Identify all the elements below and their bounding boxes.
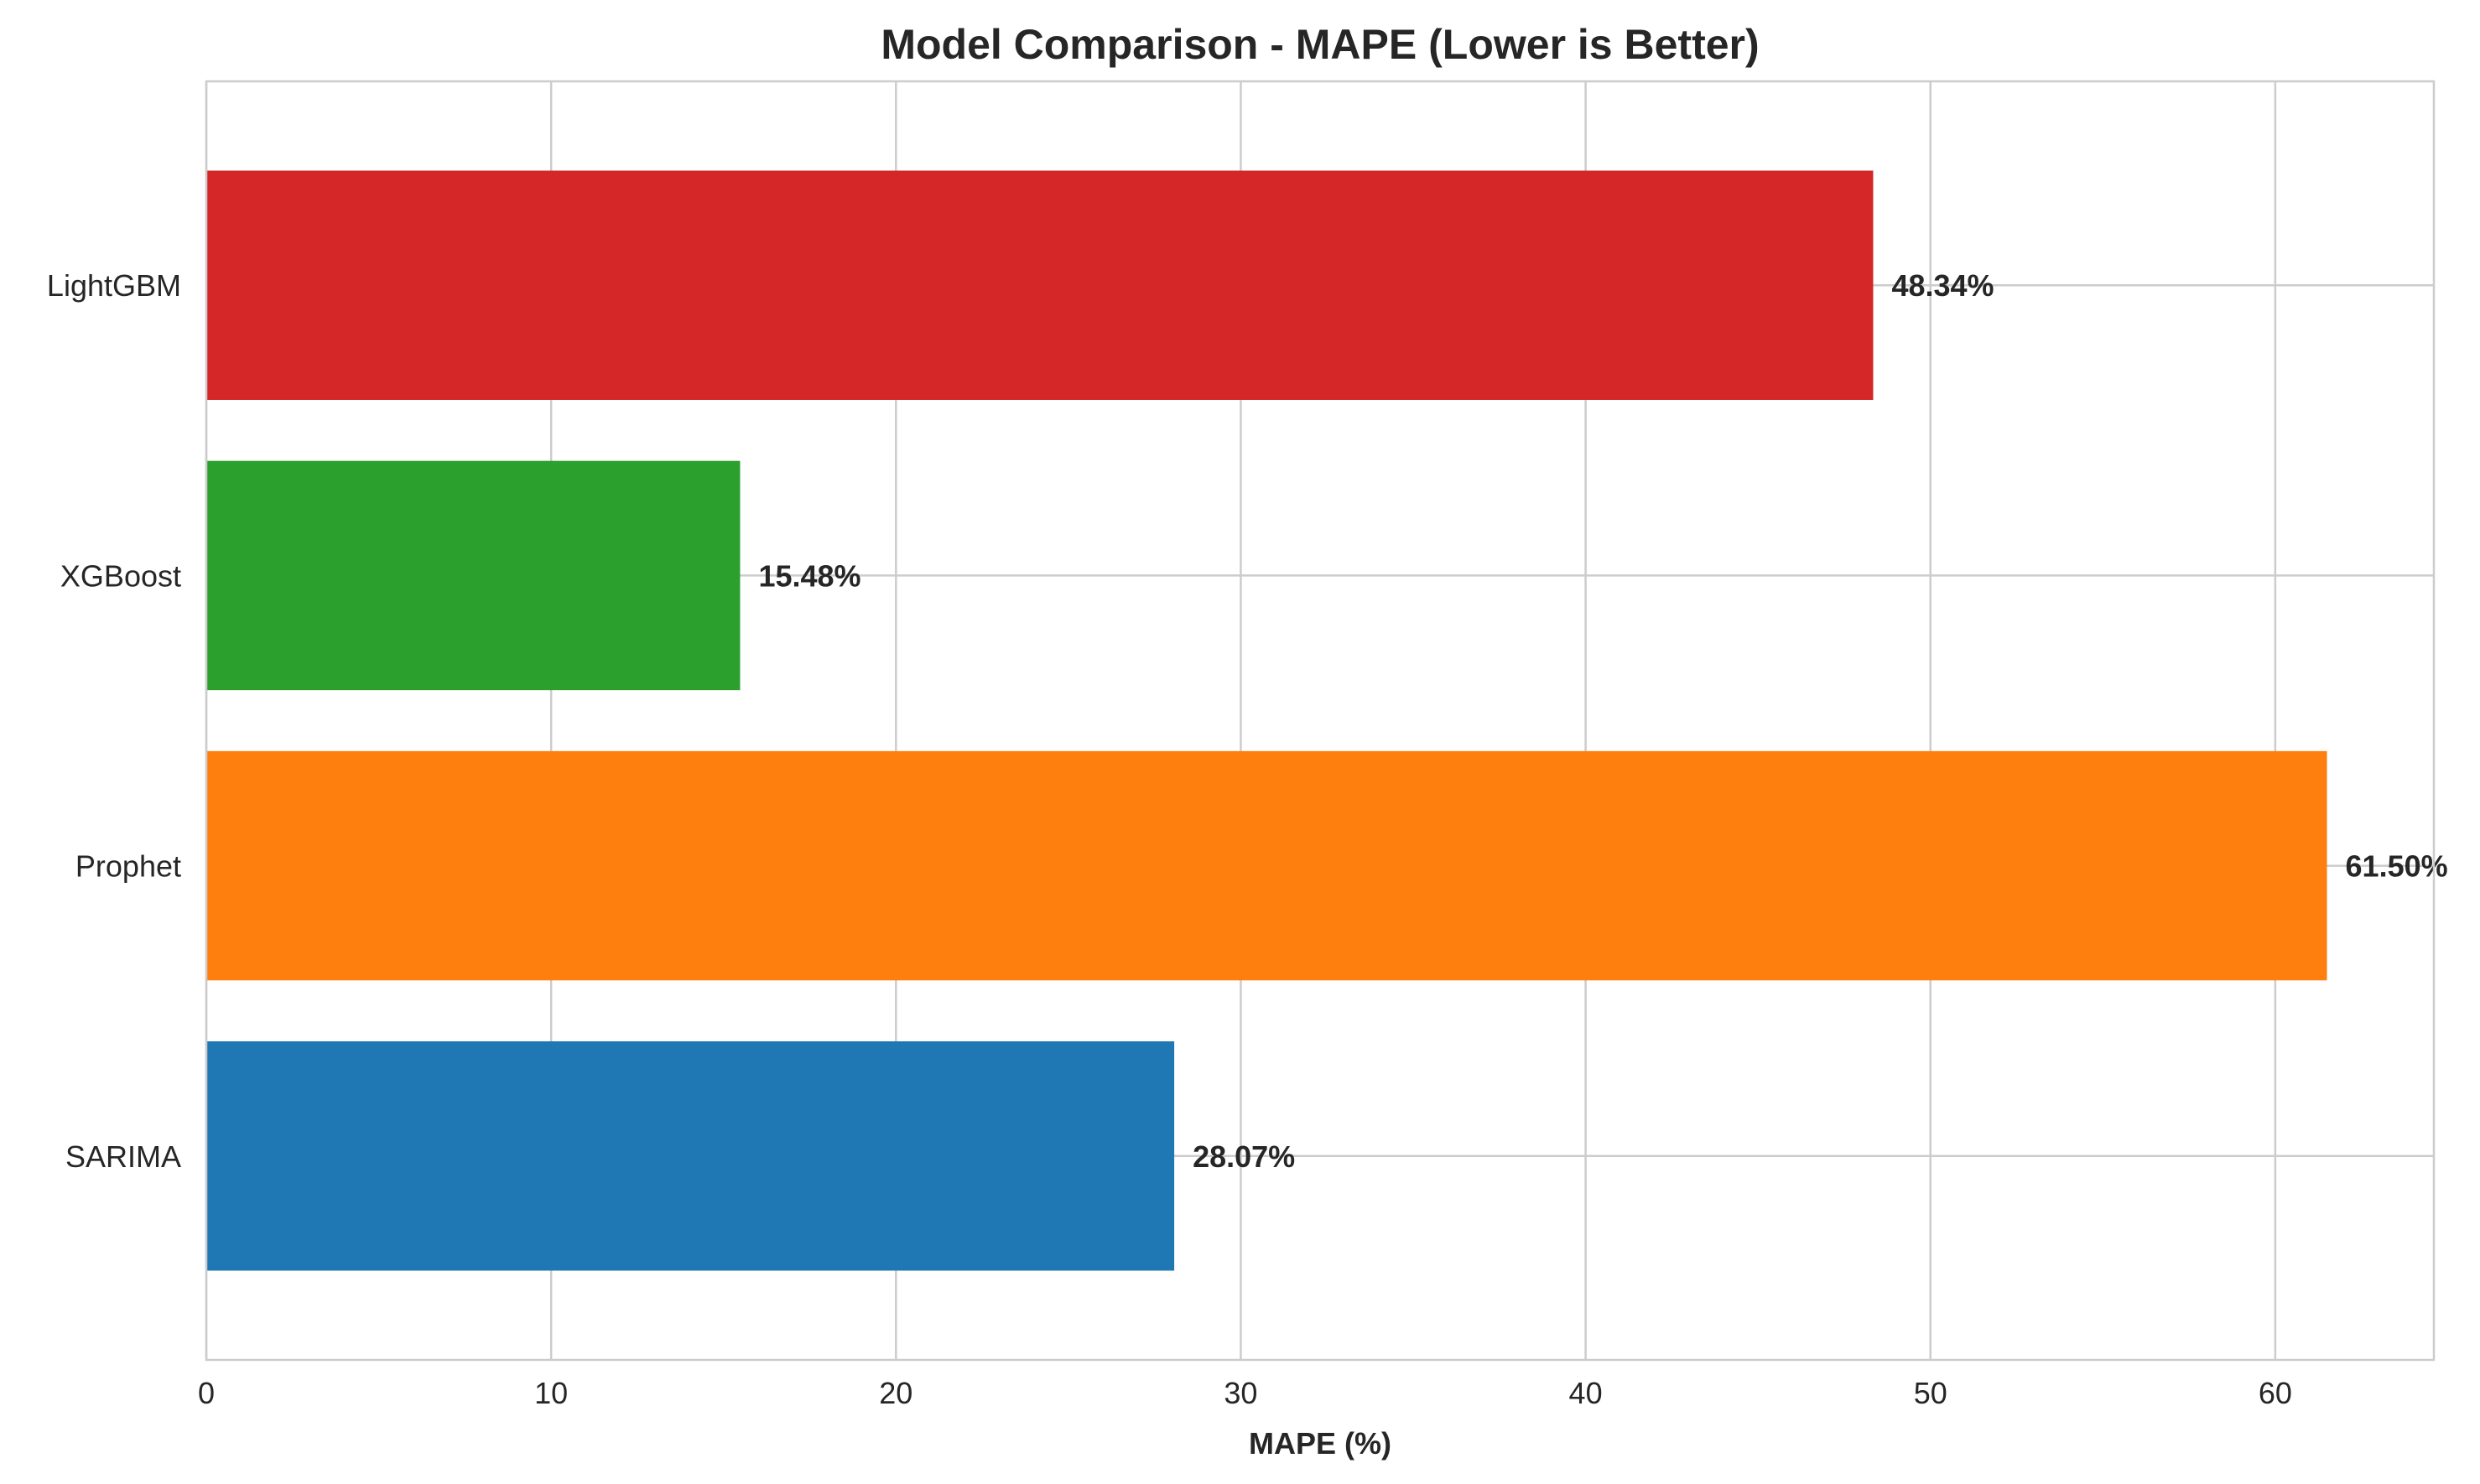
x-tick-label: 40	[1569, 1376, 1603, 1410]
x-tick-label: 50	[1914, 1376, 1947, 1410]
y-tick-label-lightgbm: LightGBM	[47, 268, 181, 303]
y-tick-label-prophet: Prophet	[75, 849, 181, 884]
data-label-sarima: 28.07%	[1193, 1139, 1295, 1174]
bar-lightgbm	[206, 170, 1874, 400]
data-labels: 28.07% 61.50% 15.48% 48.34%	[758, 268, 2447, 1174]
x-tick-label: 60	[2259, 1376, 2292, 1410]
y-axis-ticks: SARIMA Prophet XGBoost LightGBM	[47, 268, 181, 1174]
x-tick-label: 20	[879, 1376, 912, 1410]
bar-sarima	[206, 1041, 1175, 1271]
x-axis-ticks: 0 10 20 30 40 50 60	[198, 1376, 2292, 1410]
x-tick-label: 30	[1224, 1376, 1257, 1410]
bar-prophet	[206, 750, 2327, 981]
x-tick-label: 0	[198, 1376, 215, 1410]
data-label-lightgbm: 48.34%	[1891, 268, 1994, 303]
bars	[206, 170, 2327, 1271]
chart-title: Model Comparison - MAPE (Lower is Better…	[881, 21, 1759, 68]
bar-xgboost	[206, 460, 741, 691]
data-label-xgboost: 15.48%	[758, 558, 860, 593]
x-axis-label: MAPE (%)	[1249, 1426, 1391, 1461]
data-label-prophet: 61.50%	[2346, 849, 2448, 884]
plot-frame	[205, 80, 2436, 1362]
y-tick-label-xgboost: XGBoost	[60, 558, 181, 593]
y-tick-label-sarima: SARIMA	[65, 1139, 181, 1174]
x-tick-label: 10	[534, 1376, 568, 1410]
